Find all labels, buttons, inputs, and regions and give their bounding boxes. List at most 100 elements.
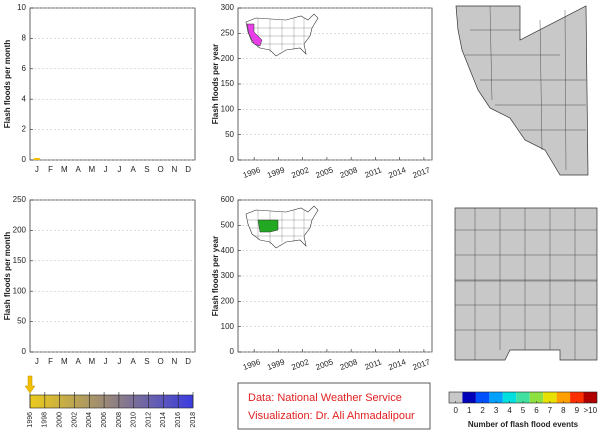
color-cell: [543, 392, 557, 403]
y-tick-label: 300: [221, 3, 235, 12]
color-cell: [502, 392, 517, 403]
x-tick-label: N: [171, 357, 177, 366]
y-tick-label: 0: [230, 155, 235, 164]
y-tick-label: 500: [221, 220, 235, 229]
x-tick-label: 2017: [412, 165, 432, 180]
y-tick-label: 300: [221, 271, 235, 280]
x-tick-label: 1996: [242, 357, 262, 372]
tick-label: 0: [454, 406, 459, 415]
x-tick-label: O: [158, 357, 164, 366]
x-tick-label: A: [130, 165, 136, 174]
x-tick-label: D: [185, 165, 191, 174]
tick-label: 4: [507, 406, 512, 415]
x-tick-label: 2002: [290, 357, 310, 372]
x-tick-label: 2008: [339, 165, 359, 180]
timeline-bar: [29, 394, 194, 409]
x-tick-label: M: [89, 165, 96, 174]
x-tick-label: 2005: [315, 165, 335, 180]
y-tick-label: 2: [22, 125, 27, 134]
x-tick-label: 2011: [364, 165, 384, 180]
color-cell: [475, 392, 490, 403]
x-tick-label: A: [130, 357, 136, 366]
y-tick-label: 200: [221, 296, 235, 305]
highlighted-region: [246, 23, 263, 47]
y-axis-label: Flash floods per year: [211, 44, 220, 124]
x-tick-label: J: [104, 357, 108, 366]
time-marker: [24, 375, 36, 394]
x-tick-label: F: [48, 165, 53, 174]
tick-label: 1: [467, 406, 472, 415]
color-cell: [570, 392, 584, 403]
color-cell: [516, 392, 530, 403]
x-tick-label: J: [35, 357, 39, 366]
x-tick-label: 1999: [266, 165, 286, 180]
x-tick-label: 2012: [145, 412, 152, 428]
x-tick-label: 2016: [175, 412, 182, 428]
tick-label: >10: [583, 406, 597, 415]
y-tick-label: 400: [221, 246, 235, 255]
color-cell: [449, 392, 463, 403]
y-tick-label: 0: [22, 155, 27, 164]
tick-label: 8: [561, 406, 566, 415]
color-cell: [489, 392, 503, 403]
y-tick-label: 250: [221, 28, 235, 37]
y-tick-label: 150: [221, 79, 235, 88]
plot-area: [29, 7, 196, 161]
x-tick-label: 2000: [56, 412, 63, 428]
y-tick-label: 0: [230, 347, 235, 356]
highlighted-region: [257, 219, 279, 233]
x-tick-label: 2014: [160, 412, 167, 428]
y-tick-label: 100: [221, 322, 235, 331]
y-tick-label: 150: [13, 256, 27, 265]
x-tick-label: J: [104, 165, 108, 174]
x-tick-label: 2014: [387, 165, 407, 180]
tick-label: 7: [548, 406, 553, 415]
y-tick-label: 6: [22, 64, 27, 73]
x-tick-label: M: [61, 357, 68, 366]
tick-label: 5: [521, 406, 526, 415]
credit-box: [237, 382, 431, 430]
x-tick-label: 2017: [412, 357, 432, 372]
x-tick-label: 2014: [387, 357, 407, 372]
map-colorado-southwest: [454, 207, 598, 361]
x-tick-label: J: [35, 165, 39, 174]
x-tick-label: D: [185, 357, 191, 366]
y-tick-label: 50: [17, 317, 26, 326]
y-tick-label: 600: [221, 195, 235, 204]
x-tick-label: 2018: [190, 412, 197, 428]
tick-label: 3: [494, 406, 499, 415]
x-tick-label: O: [158, 165, 164, 174]
x-tick-label: 2006: [101, 412, 108, 428]
credit-text: Visualization: Dr. Ali Ahmadalipour: [248, 410, 415, 422]
color-cell: [556, 392, 571, 403]
x-tick-label: 2008: [116, 412, 123, 428]
x-tick-label: A: [75, 357, 81, 366]
tick-label: 2: [480, 406, 485, 415]
x-tick-label: S: [144, 357, 149, 366]
x-tick-label: F: [48, 357, 53, 366]
x-tick-label: 1996: [242, 165, 262, 180]
y-tick-label: 8: [22, 34, 27, 43]
x-tick-label: A: [75, 165, 81, 174]
y-tick-label: 250: [13, 195, 27, 204]
x-tick-label: 2002: [71, 412, 78, 428]
us-map-states: [248, 18, 312, 52]
x-tick-label: J: [117, 165, 121, 174]
y-tick-label: 100: [221, 104, 235, 113]
x-tick-label: 2010: [131, 412, 138, 428]
y-axis-label: Flash floods per month: [3, 232, 12, 321]
tick-label: 9: [575, 406, 580, 415]
plot-area: [29, 199, 196, 353]
x-tick-label: N: [171, 165, 177, 174]
credit-text: Data: National Weather Service: [248, 392, 402, 404]
x-tick-label: 1998: [42, 412, 49, 428]
x-tick-label: M: [89, 357, 96, 366]
y-tick-label: 100: [13, 286, 27, 295]
x-tick-label: 1999: [266, 357, 286, 372]
tick-label: 6: [534, 406, 539, 415]
x-tick-label: 2005: [315, 357, 335, 372]
y-tick-label: 10: [17, 3, 26, 12]
y-axis-label: Flash floods per year: [211, 236, 220, 316]
y-tick-label: 200: [13, 226, 27, 235]
